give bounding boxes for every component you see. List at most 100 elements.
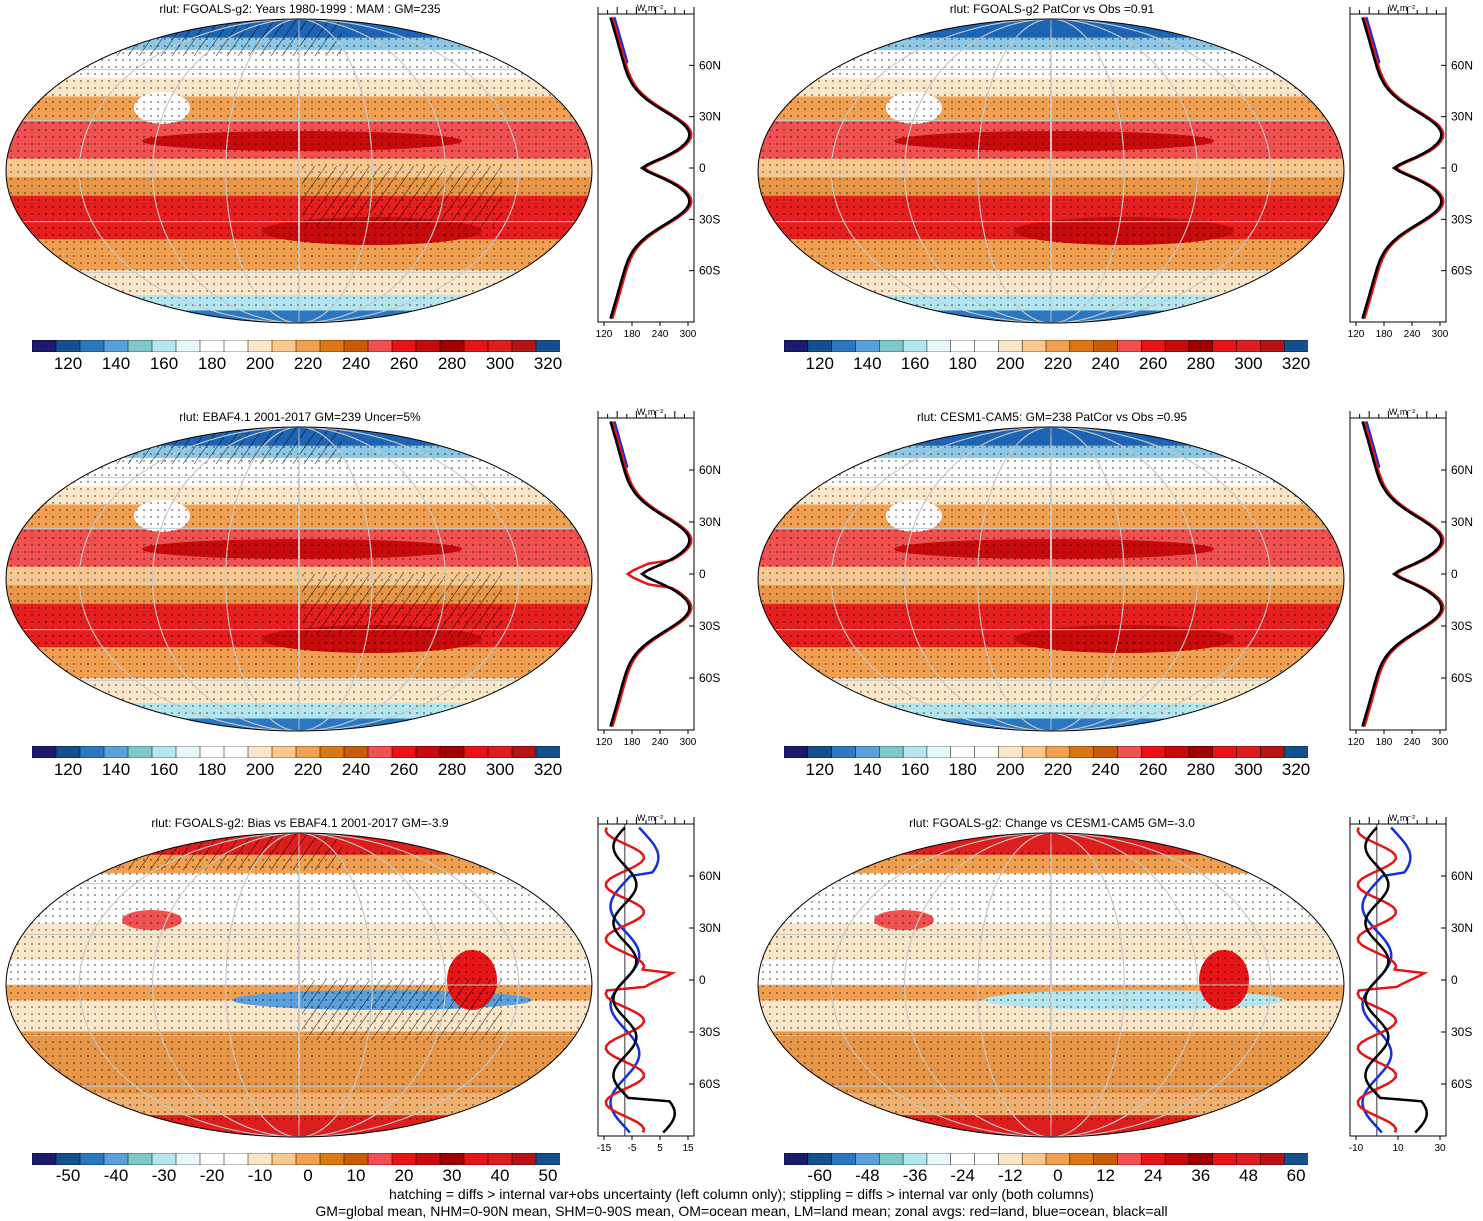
colorbar-box-15 xyxy=(1141,1153,1166,1165)
colorbar-box-12 xyxy=(1069,1153,1095,1165)
colorbar-label: -10 xyxy=(247,1166,273,1185)
panel-4-title: rlut: CESM1-CAM5: GM=238 PatCor vs Obs =… xyxy=(916,410,1188,424)
zonal-lat-label: 30N xyxy=(699,110,721,124)
zonal-lat-label: 60S xyxy=(1451,264,1472,278)
colorbar-box-17 xyxy=(1188,746,1214,758)
zonal-tick-label: 240 xyxy=(652,329,669,340)
colorbar-box-15 xyxy=(1141,746,1166,758)
colorbar-box-8 xyxy=(974,340,1000,352)
colorbar-label: 140 xyxy=(101,760,131,779)
colorbar-box-6 xyxy=(926,340,952,352)
zonal-tick-label: 180 xyxy=(624,737,641,748)
zonal-tick-label: 180 xyxy=(1376,737,1393,748)
colorbar-box-2 xyxy=(831,746,857,758)
colorbar-box-10 xyxy=(271,746,297,758)
colorbar-box-11 xyxy=(1045,340,1071,352)
colorbar-box-15 xyxy=(391,340,417,352)
colorbar-label: 60 xyxy=(1286,1166,1306,1185)
colorbar-box-8 xyxy=(223,340,249,352)
colorbar-box-16 xyxy=(1164,1153,1190,1165)
meridian-3 xyxy=(298,18,300,324)
zonal-lat-label: 0 xyxy=(699,161,706,175)
colorbar-box-12 xyxy=(319,340,345,352)
colorbar-box-8 xyxy=(223,746,249,758)
colorbar-box-5 xyxy=(902,746,928,758)
colorbar-label: 260 xyxy=(1138,760,1168,779)
panel-4-zonal-mean-plot: W m⁻² 120 180 240 300 60N 30N 0 30S 60S xyxy=(1348,407,1473,748)
panel-3-title: rlut: EBAF4.1 2001-2017 GM=239 Uncer=5% xyxy=(179,410,421,424)
colorbar-box-13 xyxy=(1093,746,1119,758)
colorbar-box-7 xyxy=(199,1153,225,1165)
colorbar-label: 300 xyxy=(1234,760,1263,779)
colorbar-box-2 xyxy=(79,340,105,352)
zonal-lat-label: 60N xyxy=(1451,869,1473,883)
colorbar-box-11 xyxy=(1045,1153,1071,1165)
colorbar-label: -30 xyxy=(151,1166,177,1185)
zonal-frame xyxy=(597,823,695,1137)
panel-1-zonal-mean-plot: W m⁻² 120 180 240 300 60N 30N 0 30S 60S xyxy=(596,3,721,340)
zonal-tick-label: 300 xyxy=(680,329,697,340)
zonal-tick-label: 120 xyxy=(1348,329,1365,340)
land-zonal-line xyxy=(1356,827,1429,1133)
colorbar-box-12 xyxy=(1069,746,1095,758)
zonal-lat-label: 60S xyxy=(699,1077,720,1091)
colorbar-box-5 xyxy=(151,1153,177,1165)
zonal-frame xyxy=(1349,823,1447,1137)
colorbar-label: -12 xyxy=(997,1166,1023,1185)
meridian-3 xyxy=(1050,426,1052,732)
colorbar-label: 260 xyxy=(389,760,419,779)
colorbar-label: 120 xyxy=(805,760,834,779)
panel-6-title: rlut: FGOALS-g2: Change vs CESM1-CAM5 GM… xyxy=(909,816,1195,830)
colorbar-label: 280 xyxy=(437,354,467,373)
zonal-lat-label: 60N xyxy=(699,869,721,883)
colorbar-box-6 xyxy=(175,746,201,758)
colorbar-box-16 xyxy=(415,340,441,352)
panel-4-colorbar xyxy=(784,746,1308,758)
colorbar-box-1 xyxy=(807,746,833,758)
colorbar-box-5 xyxy=(902,1153,928,1165)
panel-3-map xyxy=(5,426,593,732)
footer-line-2: GM=global mean, NHM=0-90N mean, SHM=0-90… xyxy=(315,1203,1168,1219)
panel-5-colorbar xyxy=(32,1153,560,1165)
colorbar-box-0 xyxy=(32,340,57,352)
colorbar-box-6 xyxy=(926,746,952,758)
zonal-lat-label: 60N xyxy=(1451,58,1473,72)
zonal-tick-label: 5 xyxy=(657,1143,663,1154)
colorbar-box-1 xyxy=(55,340,81,352)
colorbar-box-15 xyxy=(391,746,417,758)
all-zonal-line xyxy=(1364,826,1428,1134)
panel-3-colorbar xyxy=(32,746,560,758)
zonal-lat-label: 30N xyxy=(1451,921,1473,935)
colorbar-box-21 xyxy=(535,746,560,758)
colorbar-box-12 xyxy=(319,746,345,758)
colorbar-box-21 xyxy=(1283,1153,1308,1165)
zonal-lat-label: 30S xyxy=(699,1025,720,1039)
colorbar-label: 48 xyxy=(1238,1166,1258,1185)
all-zonal-line xyxy=(1361,17,1443,319)
zonal-lat-label: 60S xyxy=(1451,671,1472,685)
zonal-tick-label: 120 xyxy=(1348,737,1365,748)
colorbar-label: 320 xyxy=(1281,760,1311,779)
zonal-lat-label: 60S xyxy=(1451,1077,1472,1091)
colorbar-box-21 xyxy=(535,1153,560,1165)
colorbar-box-4 xyxy=(127,1153,153,1165)
meridian-3 xyxy=(298,832,300,1138)
zonal-tick-label: 300 xyxy=(1432,737,1449,748)
colorbar-label: 160 xyxy=(900,760,930,779)
colorbar-label: 50 xyxy=(538,1166,558,1185)
colorbar-box-16 xyxy=(415,1153,441,1165)
colorbar-box-19 xyxy=(1236,746,1262,758)
colorbar-label: 320 xyxy=(533,354,563,373)
colorbar-box-3 xyxy=(103,746,129,758)
colorbar-box-5 xyxy=(151,746,177,758)
colorbar-box-16 xyxy=(1164,340,1190,352)
zonal-lat-label: 30S xyxy=(1451,619,1472,633)
colorbar-box-10 xyxy=(271,340,297,352)
colorbar-label: 220 xyxy=(1043,354,1073,373)
colorbar-box-17 xyxy=(439,746,465,758)
colorbar-label: 120 xyxy=(53,354,83,373)
panel-6-map xyxy=(757,832,1345,1138)
panel-3-zonal-mean-plot: W m⁻² 120 180 240 300 60N 30N 0 30S 60S xyxy=(596,407,721,748)
zonal-lat-label: 0 xyxy=(1451,567,1458,581)
colorbar-label: 240 xyxy=(341,354,371,373)
